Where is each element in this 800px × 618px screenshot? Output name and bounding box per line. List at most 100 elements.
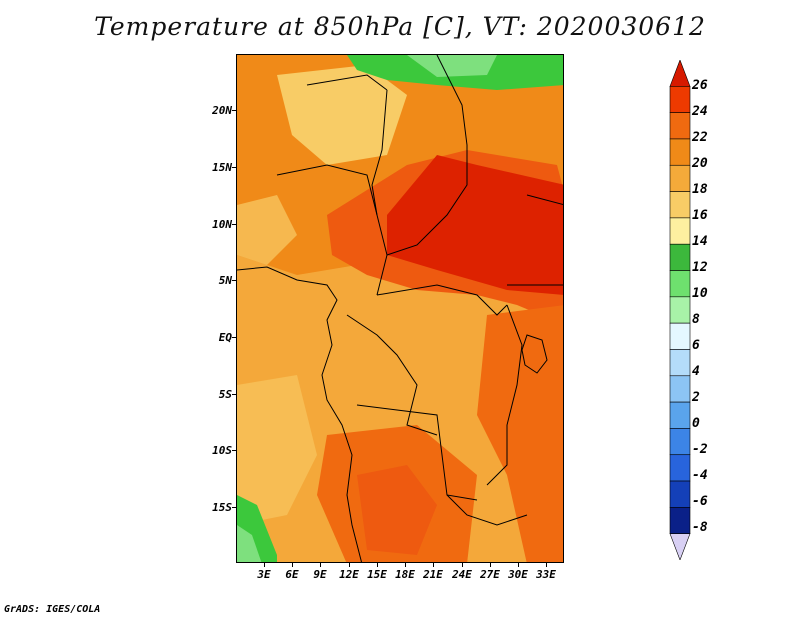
colorbar-label-2: 2 (692, 390, 700, 405)
region-southwest-yellow (237, 375, 317, 525)
lon-label-9e: 9E (313, 568, 327, 581)
colorbar-swatch (669, 270, 691, 298)
border-car (376, 284, 508, 316)
region-west-yellow (237, 195, 297, 265)
colorbar-label-0: 0 (692, 416, 700, 431)
lat-label-10n: 10N (212, 218, 232, 231)
lon-tick (320, 563, 321, 567)
border-sudan-south (386, 145, 468, 256)
border-drc-east (486, 304, 523, 486)
colorbar-swatch (669, 86, 691, 113)
region-north-light-green (407, 55, 497, 77)
lon-tick (433, 563, 434, 567)
colorbar-swatch (669, 191, 691, 219)
colorbar-label-10: 10 (692, 286, 708, 301)
lat-label-5s: 5S (218, 388, 232, 401)
lat-tick (232, 224, 236, 225)
colorbar-swatch (669, 112, 691, 140)
colorbar-label-4: 4 (692, 364, 700, 379)
colorbar-label-neg6: -6 (692, 494, 708, 509)
lat-label-20n: 20N (212, 104, 232, 117)
border-sudan-egypt (436, 55, 468, 146)
lat-label-10s: 10S (212, 444, 232, 457)
lat-tick (232, 110, 236, 111)
colorbar-swatch (669, 243, 691, 271)
lon-label-27e: 27E (480, 568, 500, 581)
border-chad-sudan (371, 89, 388, 296)
lon-tick (377, 563, 378, 567)
colorbar-swatch (669, 322, 691, 350)
colorbar-label-neg2: -2 (692, 442, 708, 457)
colorbar-swatch (669, 401, 691, 429)
border-ethiopia (526, 194, 563, 205)
region-sahara-yellow (277, 65, 407, 165)
lat-label-eq: EQ (218, 331, 232, 344)
lon-label-3e: 3E (257, 568, 271, 581)
lon-tick (292, 563, 293, 567)
colorbar-swatch (669, 375, 691, 403)
lat-label-5n: 5N (218, 274, 232, 287)
colorbar-swatch (669, 480, 691, 508)
colorbar-swatch (669, 349, 691, 377)
colorbar-label-24: 24 (692, 104, 708, 119)
lat-label-15s: 15S (212, 501, 232, 514)
colorbar-label-16: 16 (692, 208, 708, 223)
lake-victoria (521, 334, 548, 374)
map-panel (236, 54, 564, 563)
lat-tick (232, 167, 236, 168)
lon-tick (405, 563, 406, 567)
colorbar-label-neg8: -8 (692, 520, 708, 535)
border-zambia (446, 494, 528, 526)
colorbar-swatch (669, 296, 691, 324)
colorbar-swatch (669, 60, 691, 87)
lon-label-33e: 33E (536, 568, 556, 581)
colorbar-swatch (669, 428, 691, 456)
lat-tick (232, 337, 236, 338)
lon-tick (462, 563, 463, 567)
lat-tick (232, 450, 236, 451)
lat-tick (232, 280, 236, 281)
plot-title: Temperature at 850hPa [C], VT: 202003061… (94, 12, 706, 41)
lat-tick (232, 394, 236, 395)
lon-label-15e: 15E (367, 568, 387, 581)
lon-tick (546, 563, 547, 567)
lon-tick (349, 563, 350, 567)
region-southwest-light-green (237, 525, 262, 562)
lon-label-6e: 6E (285, 568, 299, 581)
lon-label-12e: 12E (339, 568, 359, 581)
region-east-warm (477, 305, 563, 562)
colorbar-label-22: 22 (692, 130, 708, 145)
colorbar-swatch (669, 507, 691, 534)
lon-label-21e: 21E (423, 568, 443, 581)
region-south-hot (357, 465, 437, 555)
colorbar-label-6: 6 (692, 338, 700, 353)
colorbar-label-8: 8 (692, 312, 700, 327)
colorbar-swatch (669, 138, 691, 166)
colorbar-label-18: 18 (692, 182, 708, 197)
country-borders (237, 55, 563, 562)
border-nigeria-niger (276, 164, 378, 216)
lon-tick (490, 563, 491, 567)
lon-label-18e: 18E (395, 568, 415, 581)
colorbar-label-20: 20 (692, 156, 708, 171)
lon-label-24e: 24E (452, 568, 472, 581)
colorbar-swatch (669, 217, 691, 245)
lat-tick (232, 507, 236, 508)
lon-tick (264, 563, 265, 567)
colorbar-label-neg4: -4 (692, 468, 708, 483)
colorbar-label-12: 12 (692, 260, 708, 275)
colorbar-swatch (669, 164, 691, 192)
lon-label-30e: 30E (508, 568, 528, 581)
lat-label-15n: 15N (212, 161, 232, 174)
colorbar-swatch (669, 454, 691, 482)
region-core-hottest (387, 155, 563, 295)
temperature-map (237, 55, 563, 562)
grads-credit: GrADS: IGES/COLA (4, 604, 101, 615)
border-drc-west (346, 314, 438, 436)
colorbar (669, 60, 691, 560)
colorbar-label-14: 14 (692, 234, 708, 249)
border-angola (356, 404, 478, 501)
colorbar-swatch (669, 533, 691, 560)
lon-tick (518, 563, 519, 567)
west-africa-coast (237, 266, 363, 562)
